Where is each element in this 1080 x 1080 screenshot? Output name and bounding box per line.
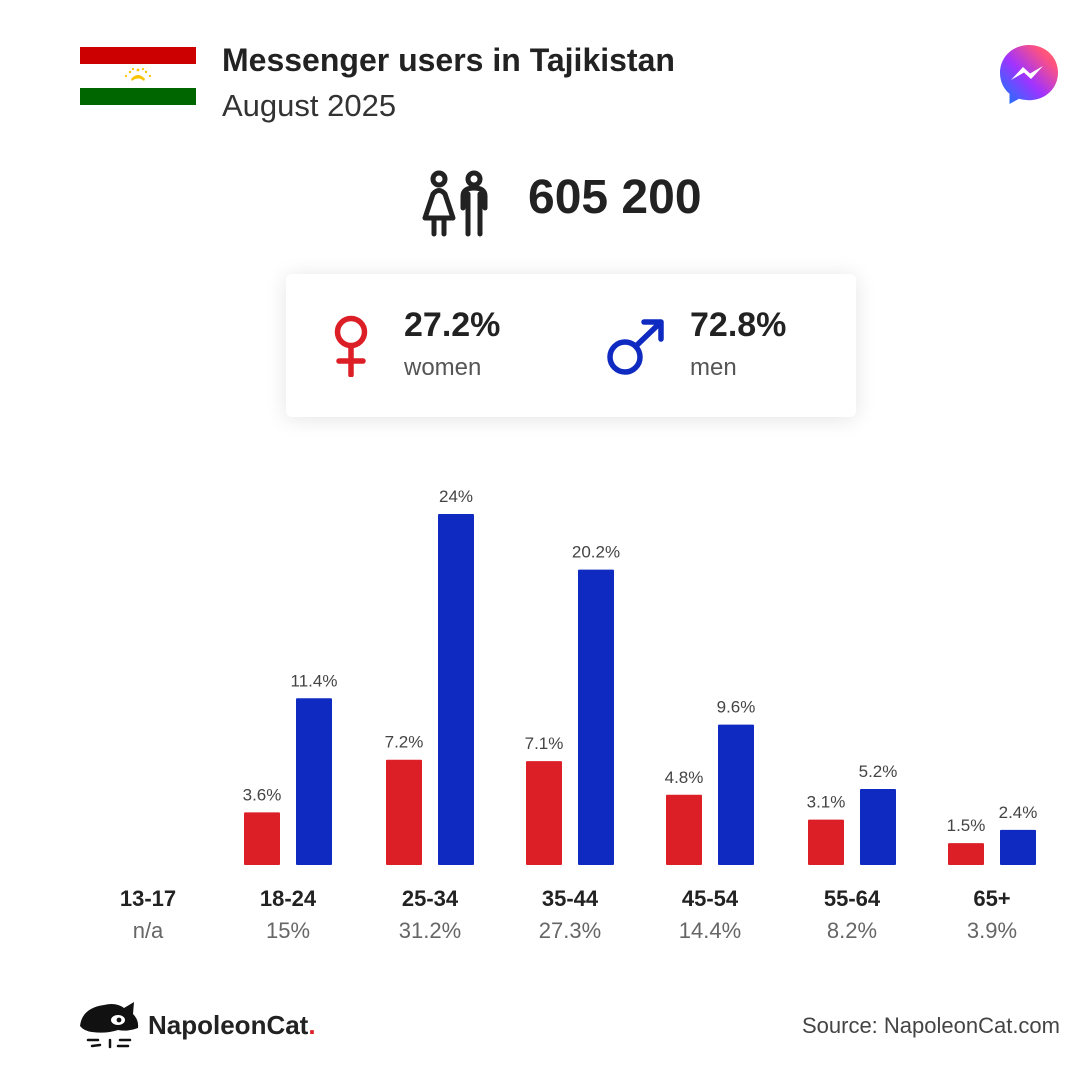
category-total: 15% xyxy=(266,918,310,943)
messenger-logo-icon xyxy=(1000,45,1058,104)
bar-women xyxy=(808,819,844,865)
data-label-men: 11.4% xyxy=(291,671,338,690)
men-percentage: 72.8% xyxy=(690,306,787,344)
category-total: 3.9% xyxy=(967,918,1017,943)
bar-men xyxy=(578,569,614,865)
tajikistan-flag-icon xyxy=(80,47,196,105)
brand-name: NapoleonCat. xyxy=(148,1010,316,1041)
data-label-men: 2.4% xyxy=(999,803,1038,822)
bar-men xyxy=(718,724,754,865)
flag-crown-emblem xyxy=(124,67,152,81)
category-total: 31.2% xyxy=(399,918,461,943)
bar-women xyxy=(244,812,280,865)
page-subtitle: August 2025 xyxy=(222,88,397,123)
men-label: men xyxy=(690,354,737,381)
data-label-men: 5.2% xyxy=(859,762,898,781)
category-total: 27.3% xyxy=(539,918,601,943)
data-label-women: 1.5% xyxy=(947,816,986,835)
data-label-women: 7.1% xyxy=(525,734,564,753)
total-users: 605 200 xyxy=(528,171,702,224)
bar-women xyxy=(666,794,702,865)
page-title: Messenger users in Tajikistan xyxy=(222,42,675,78)
category-label: 25-34 xyxy=(402,886,459,911)
bar-men xyxy=(438,514,474,865)
brand-dot: . xyxy=(308,1010,316,1040)
male-symbol-icon xyxy=(607,319,664,375)
data-label-women: 7.2% xyxy=(385,733,424,752)
category-label: 35-44 xyxy=(542,886,599,911)
data-label-men: 20.2% xyxy=(572,543,620,562)
bar-women xyxy=(526,761,562,865)
category-label: 55-64 xyxy=(824,886,881,911)
women-percentage: 27.2% xyxy=(404,306,501,344)
flag-red-stripe xyxy=(80,47,196,64)
bar-men xyxy=(1000,829,1036,865)
bar-women xyxy=(386,759,422,865)
category-label: 18-24 xyxy=(260,886,317,911)
category-total: 8.2% xyxy=(827,918,877,943)
women-label: women xyxy=(404,354,482,381)
napoleoncat-logo-icon xyxy=(80,1002,139,1049)
category-total: n/a xyxy=(133,918,164,943)
bar-men xyxy=(296,698,332,865)
data-label-men: 9.6% xyxy=(717,698,756,717)
flag-green-stripe xyxy=(80,88,196,105)
category-label: 45-54 xyxy=(682,886,739,911)
category-total: 14.4% xyxy=(679,918,741,943)
data-label-women: 4.8% xyxy=(665,768,704,787)
category-label: 13-17 xyxy=(120,886,176,911)
data-label-women: 3.6% xyxy=(243,785,282,804)
data-label-women: 3.1% xyxy=(807,793,846,812)
female-symbol-icon xyxy=(334,315,368,377)
people-icon xyxy=(422,170,488,237)
category-label: 65+ xyxy=(973,886,1010,911)
source-credit: Source: NapoleonCat.com xyxy=(801,1013,1060,1038)
gender-summary-card xyxy=(286,274,856,417)
brand-name-text: NapoleonCat xyxy=(148,1010,309,1040)
data-label-men: 24% xyxy=(439,487,473,506)
bar-women xyxy=(948,843,984,865)
age-gender-bar-chart: 13-17 n/a 3.6% 11.4% 18-24 15% 7.2% 24% 25-34 31.… xyxy=(120,487,1038,943)
bar-men xyxy=(860,788,896,865)
